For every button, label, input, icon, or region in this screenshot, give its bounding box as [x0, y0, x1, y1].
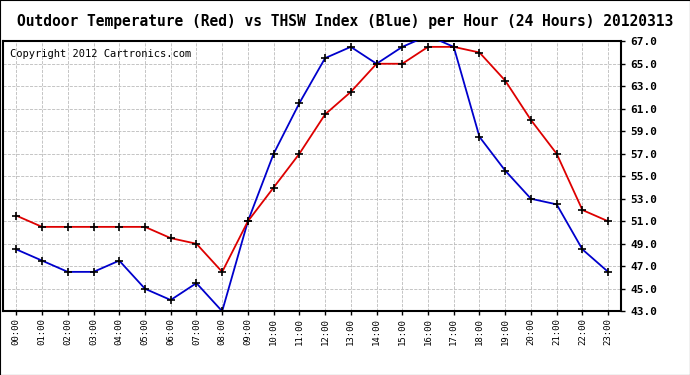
Text: Outdoor Temperature (Red) vs THSW Index (Blue) per Hour (24 Hours) 20120313: Outdoor Temperature (Red) vs THSW Index …: [17, 14, 673, 29]
Text: Copyright 2012 Cartronics.com: Copyright 2012 Cartronics.com: [10, 50, 191, 59]
